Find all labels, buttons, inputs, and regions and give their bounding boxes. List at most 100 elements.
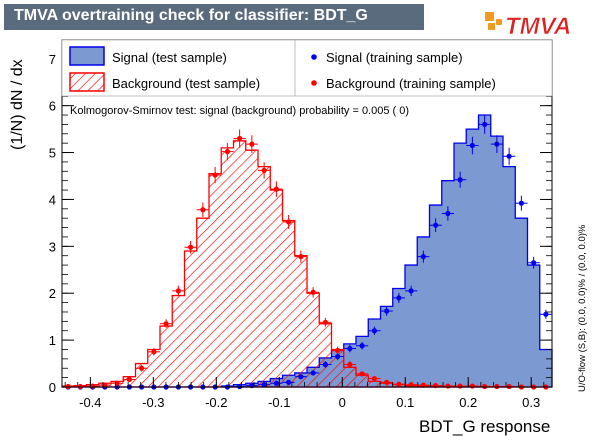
signal-training-point-marker — [531, 260, 537, 266]
background-training-point-marker — [212, 172, 218, 178]
background-training-point — [160, 319, 173, 329]
signal-training-point-marker — [310, 370, 316, 376]
signal-training-point — [527, 256, 540, 269]
legend-background-test-label: Background (test sample) — [112, 76, 260, 91]
background-training-point-marker — [396, 381, 402, 387]
logo-square-icon — [496, 19, 502, 25]
background-training-point-marker — [249, 141, 255, 147]
x-tick-label: 0 — [339, 395, 346, 410]
y-tick-label: 7 — [49, 52, 56, 67]
signal-training-point — [417, 250, 430, 263]
background-training-point-marker — [322, 319, 328, 325]
signal-training-point-marker — [506, 153, 512, 159]
signal-training-point-marker — [273, 380, 279, 386]
background-training-point — [233, 129, 246, 148]
background-training-point — [368, 375, 381, 382]
background-training-point-marker — [335, 347, 341, 354]
signal-training-point-marker — [433, 222, 439, 228]
background-training-point-marker — [102, 382, 108, 388]
x-tick-label: -0.2 — [205, 395, 227, 410]
signal-training-point-marker — [469, 142, 475, 149]
background-training-point — [331, 346, 344, 355]
x-tick-label: -0.1 — [268, 395, 290, 410]
signal-training-point-marker — [261, 382, 267, 388]
background-training-point — [123, 376, 136, 383]
background-training-point — [282, 215, 295, 229]
signal-training-point — [282, 379, 295, 385]
background-training-point-marker — [261, 167, 267, 173]
legend-signal-train-marker — [311, 54, 317, 60]
tmva-logo: TMVA — [485, 12, 572, 40]
background-training-point-marker — [384, 379, 390, 385]
background-training-point — [147, 348, 160, 356]
y-tick-label: 6 — [49, 99, 56, 114]
background-training-point — [98, 382, 111, 388]
background-training-point-marker — [286, 219, 292, 225]
signal-training-point — [258, 382, 271, 388]
legend-box — [61, 39, 553, 97]
background-training-point-marker — [408, 382, 414, 388]
background-training-point-marker — [188, 244, 194, 250]
background-training-point-marker — [200, 207, 206, 213]
chart-title: TMVA overtraining check for classifier: … — [14, 7, 368, 24]
x-tick-label: -0.3 — [142, 395, 164, 410]
ks-test-text: Kolmogorov-Smirnov test: signal (backgro… — [70, 105, 409, 117]
signal-training-point-marker — [457, 177, 463, 183]
background-training-point — [209, 166, 222, 184]
background-training-point — [258, 162, 271, 179]
background-training-point — [196, 202, 209, 217]
background-training-point — [405, 382, 418, 388]
background-training-point — [184, 240, 197, 254]
x-tick-label: -0.4 — [79, 395, 101, 410]
background-training-point-marker — [224, 149, 230, 155]
background-training-point — [343, 361, 356, 368]
signal-training-point — [429, 218, 442, 233]
signal-training-point-marker — [518, 200, 524, 206]
signal-training-point — [356, 341, 369, 350]
signal-training-point-marker — [482, 121, 488, 128]
signal-training-point-marker — [371, 328, 377, 334]
background-training-point-marker — [139, 365, 145, 371]
signal-training-point — [466, 136, 479, 155]
background-training-point-marker — [126, 376, 132, 383]
signal-training-point — [343, 344, 356, 353]
logo-text: TMVA — [505, 13, 571, 40]
logo-square-icon — [488, 23, 495, 30]
x-tick-label: 0.2 — [459, 395, 477, 410]
y-tick-label: 5 — [49, 146, 56, 161]
y-tick-label: 0 — [49, 380, 56, 395]
signal-training-point — [490, 135, 503, 153]
x-tick-label: 0.1 — [396, 395, 414, 410]
signal-training-point-marker — [347, 345, 353, 352]
signal-training-point — [478, 115, 491, 134]
background-training-point-marker — [469, 383, 475, 389]
legend-signal-test-label: Signal (test sample) — [112, 50, 227, 65]
legend-signal-test-swatch — [69, 46, 105, 66]
y-tick-label: 1 — [49, 333, 56, 348]
legend-background-test-swatch — [69, 72, 105, 92]
signal-training-point — [539, 309, 552, 319]
x-axis-label: BDT_G response — [419, 417, 550, 436]
signal-training-point — [380, 306, 393, 316]
signal-training-point-marker — [408, 288, 414, 294]
signal-training-point — [441, 206, 454, 221]
background-training-point-marker — [445, 383, 451, 389]
legend-background-train-marker — [311, 80, 317, 86]
background-training-point-marker — [359, 371, 365, 377]
signal-training-point — [405, 285, 418, 297]
background-training-point — [417, 382, 430, 388]
background-training-point — [221, 142, 234, 161]
background-training-point — [319, 317, 332, 327]
signal-training-point-marker — [322, 361, 328, 368]
signal-training-point-marker — [335, 353, 341, 360]
signal-training-point-marker — [298, 374, 304, 380]
background-training-point — [307, 287, 320, 298]
signal-training-point-marker — [445, 210, 451, 217]
background-training-point-marker — [298, 254, 304, 260]
logo-square-icon — [485, 12, 494, 21]
signal-training-point-marker — [494, 141, 500, 147]
y-axis-label: (1/N) dN / dx — [9, 59, 26, 150]
signal-training-point-marker — [359, 343, 365, 349]
signal-training-point — [503, 147, 516, 165]
